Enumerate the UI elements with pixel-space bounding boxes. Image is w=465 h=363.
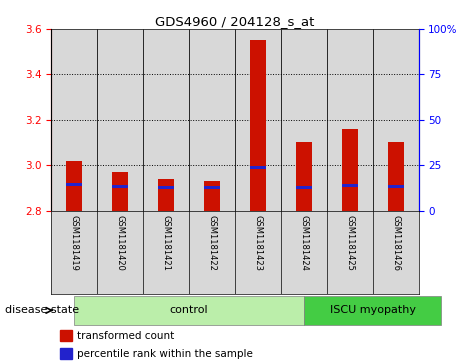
Bar xyxy=(342,129,358,211)
Bar xyxy=(60,348,72,359)
Text: control: control xyxy=(170,305,208,315)
Bar xyxy=(66,160,82,211)
Bar xyxy=(204,186,220,189)
Text: GSM1181425: GSM1181425 xyxy=(345,215,354,270)
Bar xyxy=(372,29,418,211)
Bar xyxy=(60,330,72,341)
Text: disease state: disease state xyxy=(5,305,79,315)
Bar xyxy=(304,295,441,325)
Bar xyxy=(112,185,128,188)
Bar xyxy=(326,29,372,211)
Text: transformed count: transformed count xyxy=(77,331,174,341)
Bar xyxy=(143,29,189,211)
Bar xyxy=(51,29,97,211)
Text: GSM1181424: GSM1181424 xyxy=(299,215,308,270)
Bar xyxy=(66,183,82,186)
Bar xyxy=(74,295,304,325)
Text: GSM1181421: GSM1181421 xyxy=(161,215,171,270)
Text: percentile rank within the sample: percentile rank within the sample xyxy=(77,349,252,359)
Bar xyxy=(296,186,312,189)
Text: GSM1181423: GSM1181423 xyxy=(253,215,262,271)
Text: GSM1181422: GSM1181422 xyxy=(207,215,216,270)
Bar xyxy=(387,185,404,188)
Text: GSM1181426: GSM1181426 xyxy=(391,215,400,271)
Bar xyxy=(296,142,312,211)
Bar xyxy=(158,186,174,189)
Bar xyxy=(250,166,266,169)
Bar xyxy=(342,184,358,187)
Bar xyxy=(250,40,266,211)
Bar xyxy=(204,181,220,211)
Text: GSM1181419: GSM1181419 xyxy=(70,215,79,270)
Bar xyxy=(281,29,326,211)
Bar xyxy=(387,142,404,211)
Bar xyxy=(235,29,281,211)
Text: ISCU myopathy: ISCU myopathy xyxy=(330,305,416,315)
Text: GSM1181420: GSM1181420 xyxy=(115,215,125,270)
Bar xyxy=(97,29,143,211)
Title: GDS4960 / 204128_s_at: GDS4960 / 204128_s_at xyxy=(155,15,314,28)
Bar xyxy=(158,179,174,211)
Bar xyxy=(189,29,235,211)
Bar xyxy=(112,172,128,211)
